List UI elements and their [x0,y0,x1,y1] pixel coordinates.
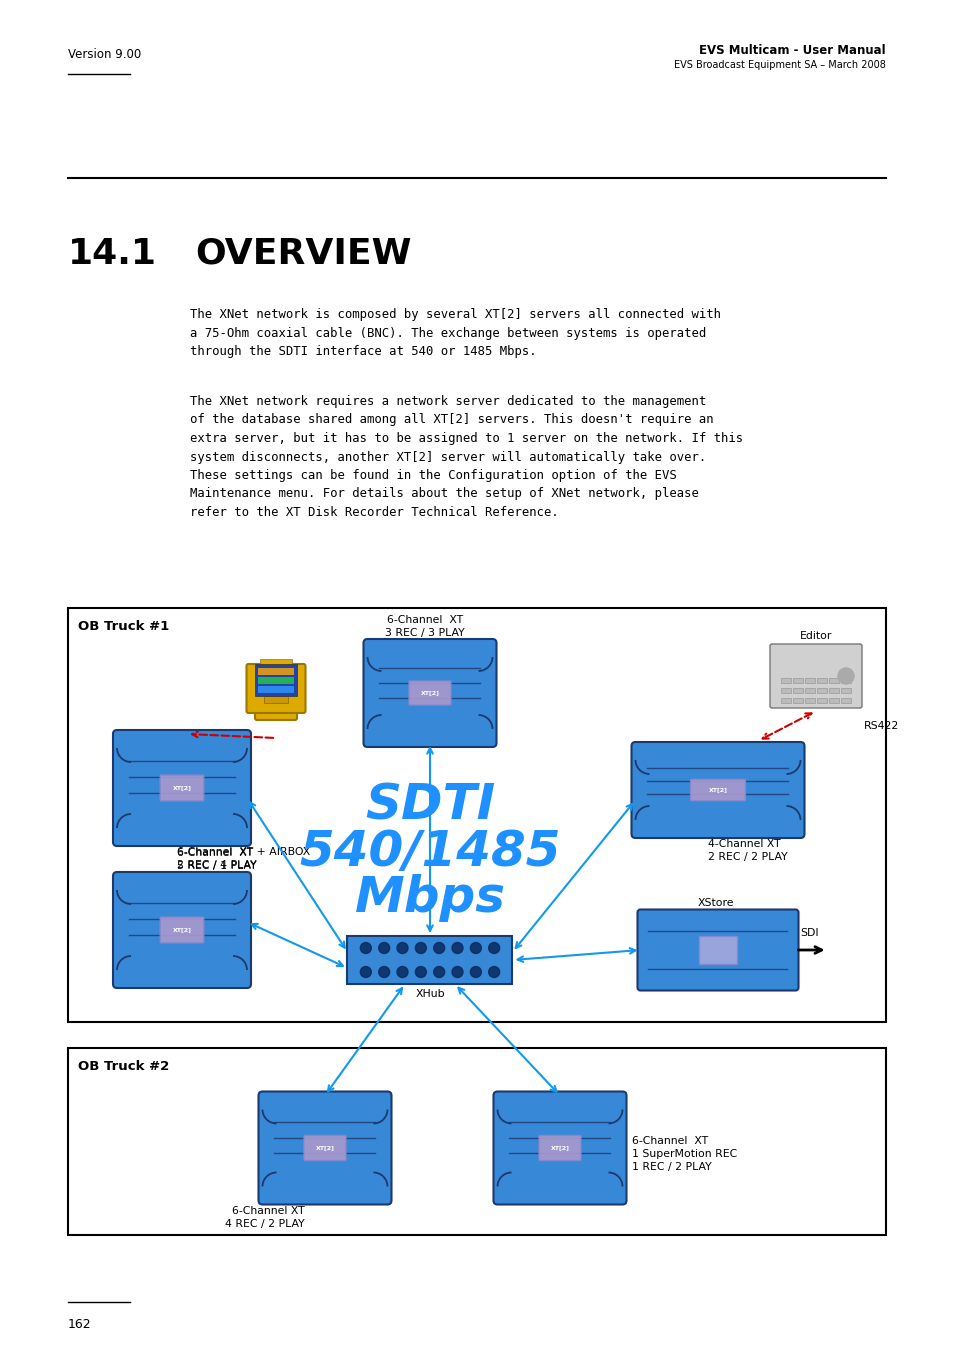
Circle shape [378,967,389,977]
Bar [254,664,296,697]
Text: XHub: XHub [415,990,444,999]
Bar [272,664,280,674]
Text: Editor: Editor [799,630,831,641]
Circle shape [470,942,481,953]
Circle shape [452,967,462,977]
FancyBboxPatch shape [246,664,305,713]
Text: RS422: RS422 [863,721,899,730]
Text: Mbps: Mbps [355,873,505,922]
Circle shape [452,942,462,953]
FancyBboxPatch shape [637,910,798,991]
Bar [68,1048,885,1235]
Text: 4-Channel XT
2 REC / 2 PLAY: 4-Channel XT 2 REC / 2 PLAY [707,838,787,863]
Text: 14.1: 14.1 [68,238,157,271]
Circle shape [470,967,481,977]
Text: 162: 162 [68,1318,91,1331]
Circle shape [396,942,408,953]
Bar [841,698,850,703]
FancyBboxPatch shape [690,779,744,801]
Bar [804,698,814,703]
Bar [841,678,850,683]
FancyBboxPatch shape [160,775,204,801]
Circle shape [415,967,426,977]
Text: 6-Channel  XT + AIRBOX
2 REC / 4 PLAY: 6-Channel XT + AIRBOX 2 REC / 4 PLAY [177,846,310,871]
Text: 6-Channel  XT
1 SuperMotion REC
1 REC / 2 PLAY: 6-Channel XT 1 SuperMotion REC 1 REC / 2… [632,1135,737,1172]
Text: 6-Channel  XT
3 REC / 3 PLAY: 6-Channel XT 3 REC / 3 PLAY [385,614,464,639]
Text: XStore: XStore [698,898,734,907]
FancyBboxPatch shape [112,872,251,988]
Text: OB Truck #2: OB Truck #2 [78,1060,169,1073]
FancyBboxPatch shape [409,680,451,705]
Circle shape [434,942,444,953]
Bar [828,678,838,683]
Text: OVERVIEW: OVERVIEW [194,238,411,271]
Circle shape [360,967,371,977]
Bar [816,678,826,683]
Circle shape [488,942,499,953]
Text: The XNet network is composed by several XT[2] servers all connected with
a 75-Oh: The XNet network is composed by several … [190,308,720,358]
Text: 540/1485: 540/1485 [299,828,560,876]
Bar [792,678,802,683]
Bar [781,678,790,683]
FancyBboxPatch shape [631,743,803,838]
Bar [781,688,790,693]
FancyBboxPatch shape [112,730,251,846]
Bar [257,686,294,693]
Bar [260,659,292,666]
Bar [828,688,838,693]
Bar [257,676,294,684]
Bar [264,686,288,693]
Bar [68,608,885,1022]
Bar [792,698,802,703]
FancyBboxPatch shape [538,1135,580,1161]
FancyBboxPatch shape [769,644,862,707]
Text: EVS Broadcast Equipment SA – March 2008: EVS Broadcast Equipment SA – March 2008 [674,59,885,70]
FancyBboxPatch shape [258,1092,391,1204]
Text: SDI: SDI [800,927,819,938]
Text: SDTI: SDTI [364,782,495,829]
Bar [347,936,512,984]
Bar [804,678,814,683]
Bar [792,688,802,693]
Bar [816,688,826,693]
Text: 6-Channel XT
4 REC / 2 PLAY: 6-Channel XT 4 REC / 2 PLAY [225,1206,305,1228]
Text: XT[2]: XT[2] [315,1146,335,1150]
Bar [804,688,814,693]
Circle shape [396,967,408,977]
Bar [841,688,850,693]
Text: EVS Multicam - User Manual: EVS Multicam - User Manual [699,45,885,57]
Circle shape [488,967,499,977]
Text: The XNet network requires a network server dedicated to the management
of the da: The XNet network requires a network serv… [190,396,742,518]
Bar [264,697,288,703]
Circle shape [378,942,389,953]
FancyBboxPatch shape [160,917,204,942]
FancyBboxPatch shape [304,1135,346,1161]
Circle shape [415,942,426,953]
Text: XT[2]: XT[2] [708,787,727,792]
Text: XT[2]: XT[2] [420,690,439,695]
Circle shape [434,967,444,977]
Text: XT[2]: XT[2] [172,786,192,791]
Text: Version 9.00: Version 9.00 [68,49,141,61]
Circle shape [360,942,371,953]
Circle shape [837,668,853,684]
FancyBboxPatch shape [254,686,296,720]
Text: XT[2]: XT[2] [172,927,192,933]
FancyBboxPatch shape [493,1092,626,1204]
Bar [816,698,826,703]
Bar [257,668,294,675]
FancyBboxPatch shape [363,639,496,747]
Text: XT[2]: XT[2] [550,1146,569,1150]
Text: OB Truck #1: OB Truck #1 [78,620,169,633]
Bar [781,698,790,703]
Bar [699,936,737,964]
Text: 6-Channel  XT
5 REC / 1 PLAY: 6-Channel XT 5 REC / 1 PLAY [177,848,256,871]
Bar [828,698,838,703]
